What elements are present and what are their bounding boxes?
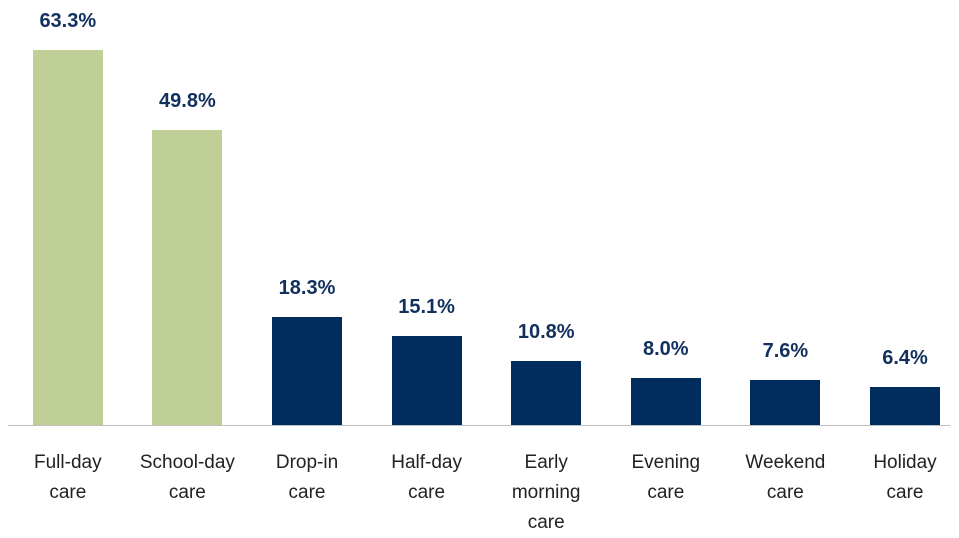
data-label: 10.8% (517, 321, 575, 344)
x-tick-label: Weekend care (745, 452, 826, 503)
data-label: 6.4% (882, 347, 928, 370)
x-tick-label: School-day care (139, 452, 235, 503)
data-label: 8.0% (643, 337, 689, 360)
x-tick-label: Drop-in care (275, 452, 339, 503)
data-label: 18.3% (278, 276, 336, 299)
data-label: 15.1% (398, 295, 455, 318)
bar (152, 129, 223, 425)
data-label: 7.6% (762, 339, 809, 362)
bar (511, 361, 582, 425)
x-tick-label: Half-day care (391, 452, 462, 503)
bar (272, 316, 342, 425)
data-label: 49.8% (159, 89, 216, 112)
bar (32, 50, 103, 425)
data-label: 63.3% (39, 10, 97, 32)
bar (630, 377, 701, 425)
x-tick-label: Holiday care (873, 452, 937, 503)
bar (750, 379, 821, 425)
bar (391, 335, 462, 425)
x-tick-label: Evening care (631, 452, 701, 503)
x-tick-label: Full-day care (34, 452, 102, 503)
x-tick-label: Early morning care (511, 452, 581, 533)
bar (870, 387, 940, 425)
x-axis-line (8, 425, 950, 426)
